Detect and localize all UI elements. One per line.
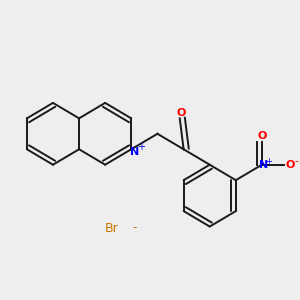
Text: O: O [257,131,267,141]
Text: N: N [130,147,140,157]
Text: +: + [137,142,145,152]
Text: -: - [133,221,137,235]
Text: N: N [259,160,268,170]
Text: Br: Br [105,221,119,235]
Text: O: O [176,108,186,118]
Text: O: O [286,160,295,170]
Text: +: + [265,157,272,166]
Text: -: - [295,156,298,166]
